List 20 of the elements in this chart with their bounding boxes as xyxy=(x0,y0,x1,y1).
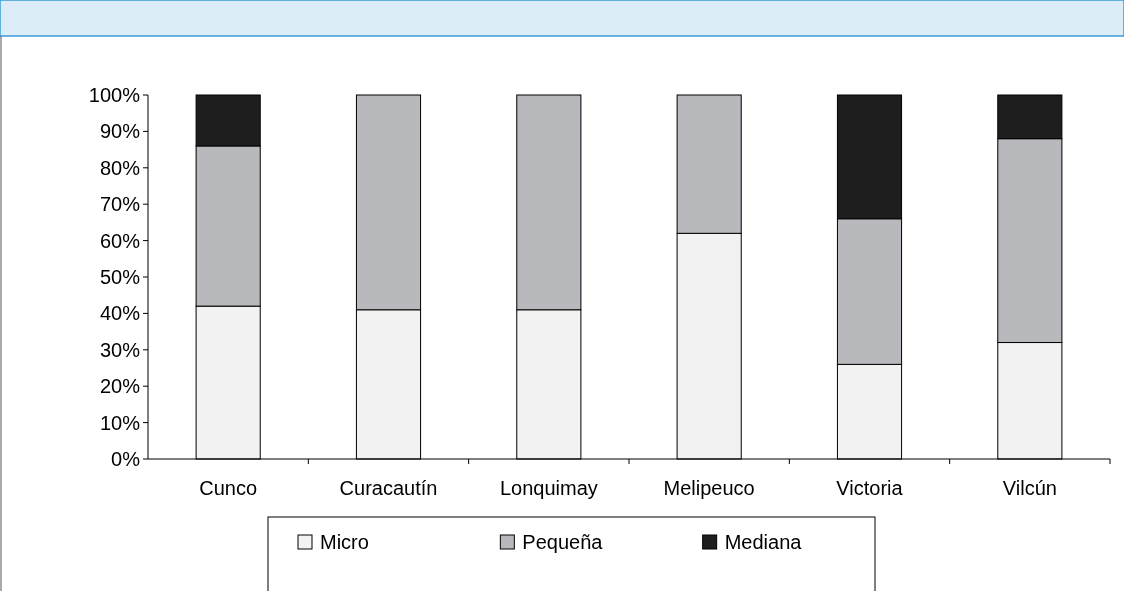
y-tick-label: 20% xyxy=(99,375,141,398)
y-tick-label: 0% xyxy=(111,448,141,470)
legend-label: Mediana xyxy=(724,531,803,553)
y-tick-label: 40% xyxy=(99,302,141,325)
y-tick-label: 90% xyxy=(99,120,141,143)
x-tick-label: Lonquimay xyxy=(499,477,598,499)
legend-label: Pequeña xyxy=(522,531,604,553)
y-tick-label: 100% xyxy=(88,84,141,106)
x-tick-label: Victoria xyxy=(836,477,904,499)
y-tick-label: 10% xyxy=(99,411,141,434)
legend-label: Micro xyxy=(320,531,369,553)
y-tick-label: 70% xyxy=(99,193,141,216)
y-tick-label: 30% xyxy=(99,338,141,361)
x-tick-label: Curacautín xyxy=(339,477,438,499)
y-tick-label: 80% xyxy=(99,156,141,179)
x-tick-label: Cunco xyxy=(199,477,258,499)
y-tick-label: 50% xyxy=(99,266,141,288)
x-tick-label: Vilcún xyxy=(1002,477,1057,499)
x-tick-label: Melipeuco xyxy=(663,477,755,499)
y-tick-label: 60% xyxy=(99,229,141,252)
